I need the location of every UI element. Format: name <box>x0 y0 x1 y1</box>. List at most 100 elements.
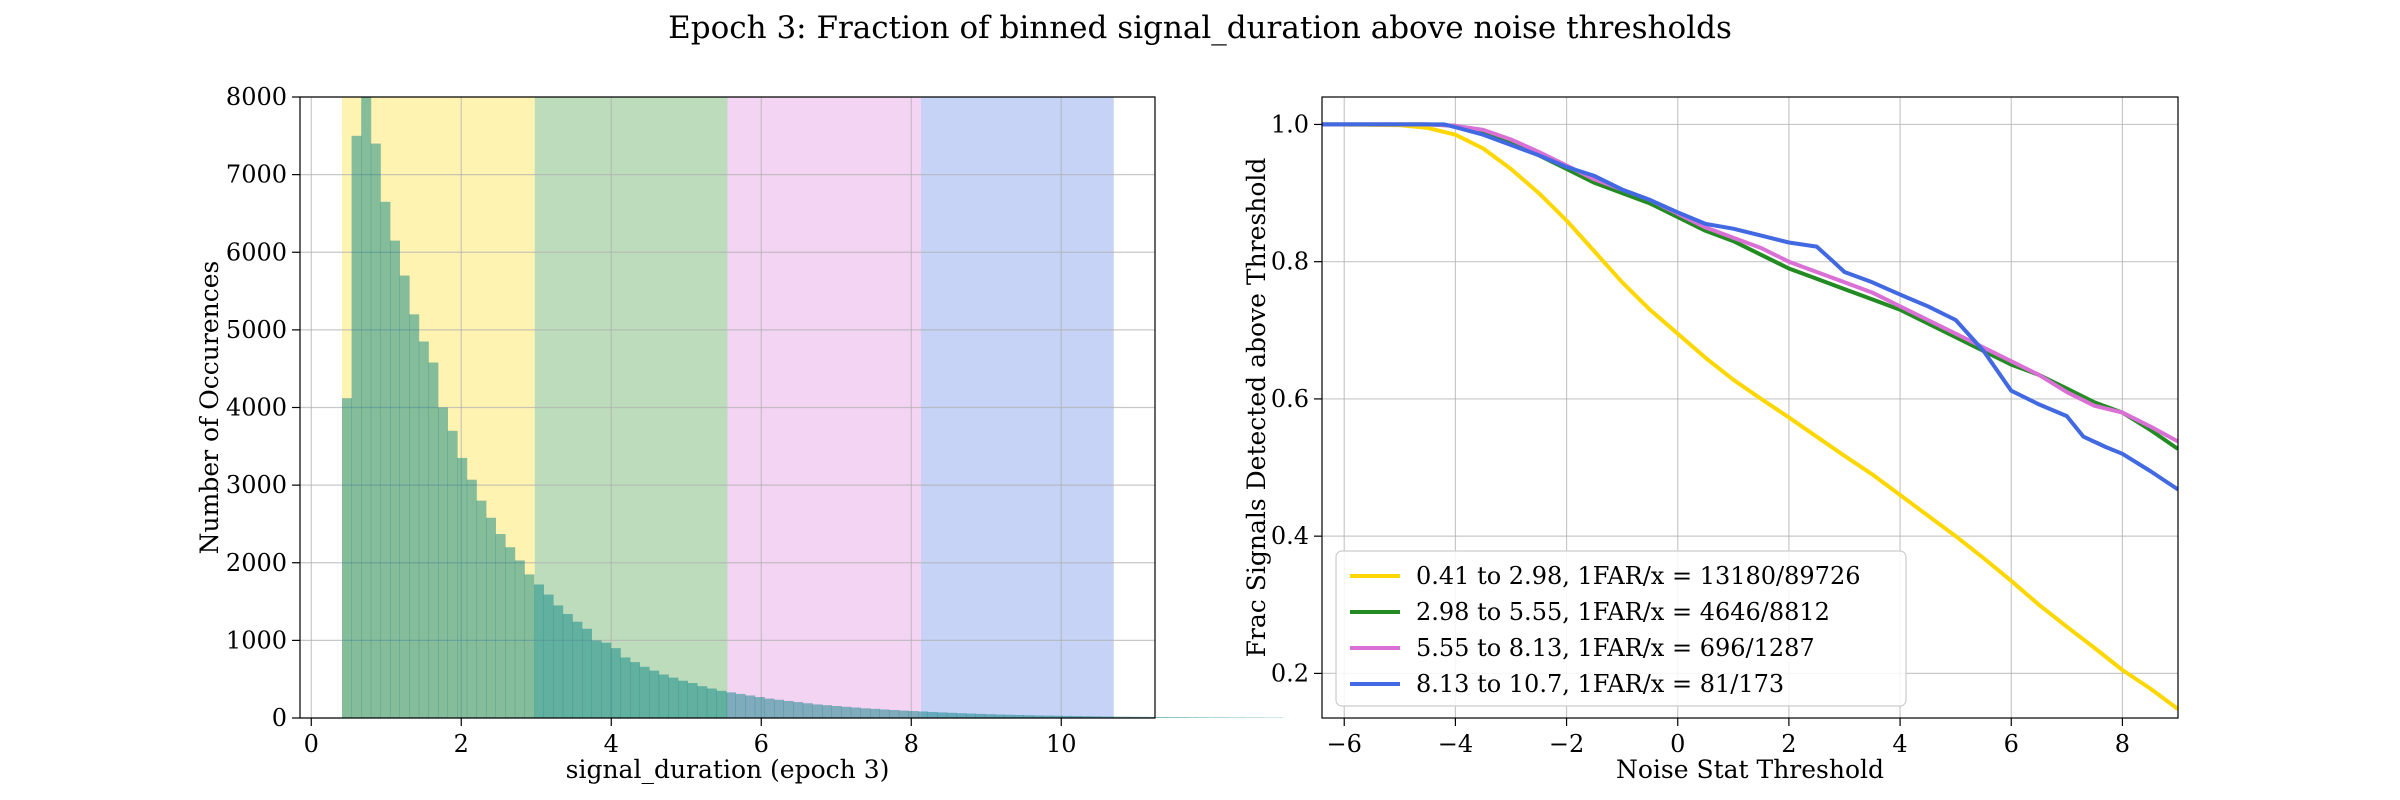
detection-x-ticks: −6 −4 −2 0 2 4 6 8 <box>1327 718 2130 758</box>
histogram-bar <box>1100 716 1111 718</box>
series-line-3 <box>1322 122 2178 444</box>
detection-y-tick-label: 0.8 <box>1271 248 1309 276</box>
histogram-bar <box>764 698 775 718</box>
histogram-bar <box>380 201 391 718</box>
histogram-bar <box>985 714 996 718</box>
histogram-bar <box>783 700 794 718</box>
figure-title: Epoch 3: Fraction of binned signal_durat… <box>668 10 1732 46</box>
histogram-bar <box>390 240 400 718</box>
histogram-bar <box>879 709 890 718</box>
histogram-bar <box>342 398 352 718</box>
histogram-bar <box>1004 714 1015 718</box>
detection-y-label: Frac Signals Detected above Threshold <box>1242 158 1271 658</box>
histogram-bar <box>582 628 592 718</box>
histogram-y-tick-label: 1000 <box>226 626 287 654</box>
histogram-bar <box>1081 716 1092 718</box>
histogram-bar <box>553 605 564 718</box>
histogram-bar <box>1110 716 1120 718</box>
histogram-bar <box>956 713 967 718</box>
histogram-x-label: signal_duration (epoch 3) <box>566 755 890 784</box>
detection-x-label: Noise Stat Threshold <box>1616 755 1884 784</box>
histogram-x-tick-label: 10 <box>1046 730 1077 758</box>
series-line-4 <box>1322 122 2178 492</box>
histogram-panel: 0 2 4 6 8 10 0 1000 2000 3000 4000 5000 6000 7000 800… <box>195 83 1284 784</box>
histogram-bar <box>351 135 362 718</box>
detection-y-tick-label: 1.0 <box>1271 110 1309 138</box>
histogram-bar <box>966 713 976 718</box>
legend-label-1: 0.41 to 2.98, 1FAR/x = 13180/89726 <box>1416 562 1861 590</box>
histogram-y-tick-label: 2000 <box>226 549 287 577</box>
histogram-bar <box>534 584 544 718</box>
histogram-bar <box>562 613 573 718</box>
histogram-bar <box>1215 717 1226 718</box>
histogram-bar <box>889 710 900 718</box>
histogram-bar <box>937 712 948 718</box>
histogram-y-ticks: 0 1000 2000 3000 4000 5000 6000 7000 8000 <box>226 83 300 732</box>
histogram-bar <box>1225 717 1236 718</box>
histogram-bar <box>1206 717 1216 718</box>
histogram-x-tick-label: 6 <box>754 730 769 758</box>
series-line-2 <box>1322 122 2178 451</box>
histogram-bar <box>1052 715 1063 718</box>
detection-y-tick-label: 0.6 <box>1271 385 1309 413</box>
detection-x-tick-label: 0 <box>1670 730 1685 758</box>
detection-lines <box>1322 122 2178 711</box>
legend-label-4: 8.13 to 10.7, 1FAR/x = 81/173 <box>1416 670 1784 698</box>
histogram-bar <box>946 712 957 718</box>
histogram-bar <box>726 692 736 718</box>
histogram-bar <box>486 517 496 718</box>
histogram-bar <box>1014 714 1024 718</box>
series-line-1 <box>1322 122 2178 711</box>
histogram-bar <box>735 693 746 718</box>
histogram-bar <box>1042 715 1053 718</box>
histogram-x-tick-label: 2 <box>454 730 469 758</box>
histogram-bar <box>1158 716 1168 718</box>
legend: 0.41 to 2.98, 1FAR/x = 13180/89726 2.98 t… <box>1335 550 1907 707</box>
legend-label-3: 5.55 to 8.13, 1FAR/x = 696/1287 <box>1416 634 1815 662</box>
histogram-bar <box>754 697 765 718</box>
histogram-bar <box>361 97 372 718</box>
histogram-bar <box>418 341 429 718</box>
histogram-bar <box>1186 717 1197 718</box>
histogram-bar <box>1177 717 1188 718</box>
histogram-bar <box>399 275 410 718</box>
histogram-x-tick-label: 8 <box>904 730 919 758</box>
histogram-bar <box>428 362 439 718</box>
histogram-bar <box>1090 716 1101 718</box>
histogram-bar <box>514 560 525 718</box>
histogram-bar <box>927 711 938 718</box>
histogram-bar <box>975 713 986 718</box>
histogram-bar <box>1033 715 1044 718</box>
histogram-bar <box>678 680 688 718</box>
histogram-bar <box>793 702 804 718</box>
histogram-bar <box>610 648 621 718</box>
legend-label-2: 2.98 to 5.55, 1FAR/x = 4646/8812 <box>1416 598 1830 626</box>
detection-y-tick-label: 0.2 <box>1271 659 1309 687</box>
detection-x-tick-label: 6 <box>2004 730 2019 758</box>
histogram-y-tick-label: 0 <box>272 704 287 732</box>
histogram-bar <box>591 640 602 718</box>
histogram-bar <box>1119 716 1130 718</box>
histogram-bar <box>543 594 554 718</box>
histogram-bar <box>994 714 1005 718</box>
histogram-bar <box>812 704 823 718</box>
histogram-y-tick-label: 7000 <box>226 161 287 189</box>
histogram-bar <box>898 710 909 718</box>
histogram-bar <box>918 711 928 718</box>
histogram-bar <box>1062 715 1072 718</box>
detection-x-tick-label: −4 <box>1438 730 1473 758</box>
histogram-bar <box>822 705 832 718</box>
histogram-bar <box>620 657 631 718</box>
histogram-bar <box>630 662 640 718</box>
histogram-bar <box>447 430 458 718</box>
histogram-bar <box>505 547 516 718</box>
histogram-bar <box>495 534 506 718</box>
detection-panel: −6 −4 −2 0 2 4 6 8 0.2 0.4 0.6 0.8 1.0 Noise Stat T… <box>1242 96 2179 784</box>
histogram-bar <box>774 699 784 718</box>
histogram-bar <box>745 695 756 718</box>
detection-y-ticks: 0.2 0.4 0.6 0.8 1.0 <box>1271 110 1322 687</box>
legend-box <box>1335 550 1907 707</box>
detection-y-tick-label: 0.4 <box>1271 522 1309 550</box>
histogram-bar <box>476 500 487 718</box>
